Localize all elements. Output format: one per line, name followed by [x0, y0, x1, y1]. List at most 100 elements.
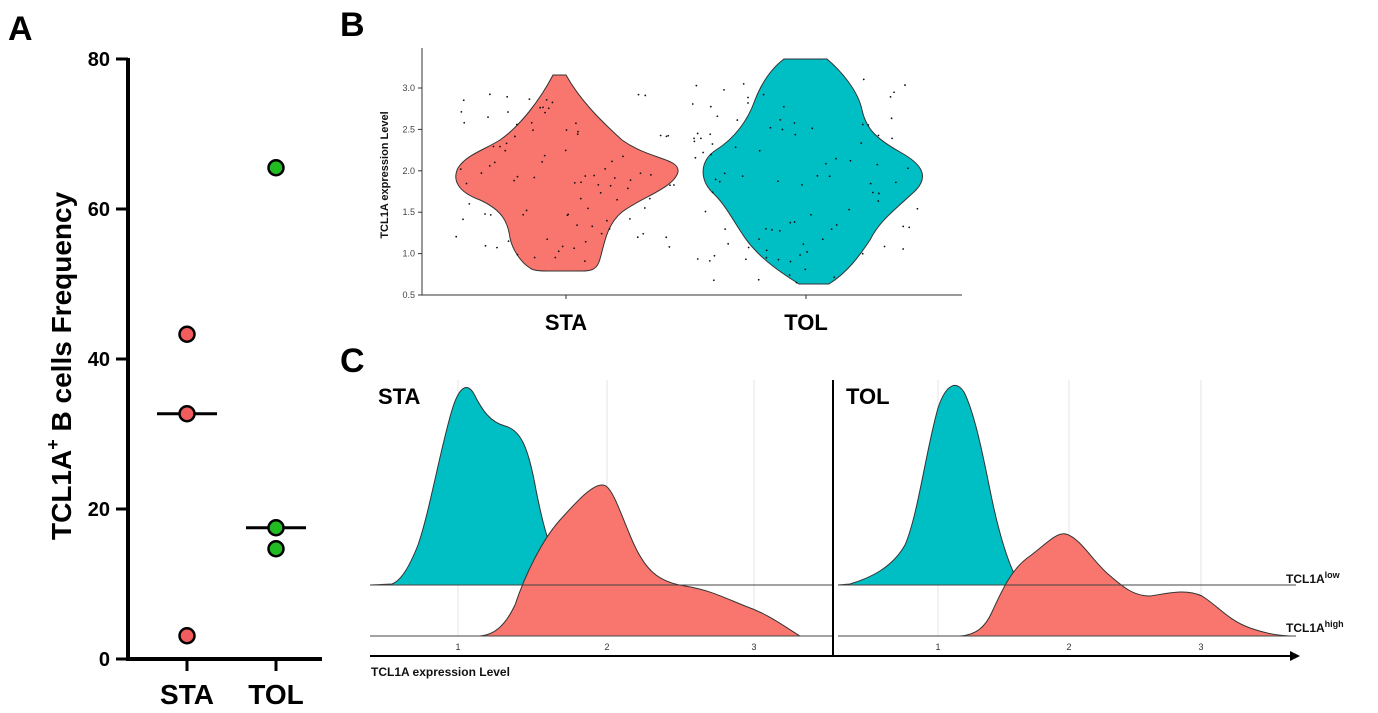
panel-b-jitter-point	[747, 102, 749, 104]
panel-b-jitter-point	[769, 126, 772, 129]
panel-b-jitter-point	[667, 134, 670, 137]
panel-b-jitter-point	[835, 224, 838, 226]
panel-c-tol-low-density	[837, 384, 1021, 586]
panel-b-jitter-point	[867, 124, 870, 126]
panel-b-jitter-point	[704, 210, 707, 213]
panel-a-data-point	[267, 519, 285, 537]
panel-b-jitter-point	[528, 98, 531, 101]
panel-b-jitter-point	[609, 184, 612, 187]
panel-c-facet-sta: STA	[378, 384, 420, 409]
panel-b-jitter-point	[862, 78, 865, 81]
panel-b-jitter-point	[580, 181, 582, 184]
panel-b-jitter-point	[833, 276, 836, 279]
panel-b-jitter-point	[830, 228, 833, 231]
panel-b-jitter-point	[650, 174, 652, 176]
panel-b-jitter-point	[779, 118, 782, 121]
panel-b-jitter-point	[576, 133, 579, 136]
panel-b-jitter-point	[816, 174, 819, 177]
panel-b-y-tick-label: 1.0	[402, 249, 415, 259]
panel-b-jitter-point	[459, 168, 462, 170]
panel-b-jitter-point	[507, 240, 510, 243]
panel-b-jitter-point	[904, 84, 906, 86]
panel-b-jitter-point	[468, 202, 471, 205]
panel-b-jitter-point	[465, 182, 468, 185]
panel-b-jitter-point	[604, 167, 607, 170]
panel-b-jitter-point	[789, 260, 792, 263]
panel-c-row-label-low: TCL1Alow	[1286, 570, 1341, 586]
panel-b-jitter-point	[516, 253, 519, 256]
panel-a-letter: A	[8, 10, 33, 48]
panel-b-jitter-point	[700, 137, 702, 140]
panel-b-jitter-point	[777, 258, 780, 261]
panel-b-jitter-point	[626, 187, 629, 190]
panel-b-jitter-point	[484, 244, 487, 247]
panel-b-jitter-point	[599, 191, 602, 194]
panel-b-jitter-point	[799, 254, 801, 256]
panel-b-violin-tol	[702, 58, 923, 285]
panel-b-jitter-point	[716, 115, 719, 118]
panel-b-jitter-point	[747, 246, 750, 249]
panel-b-jitter-point	[758, 238, 760, 241]
panel-a-data-point	[178, 325, 196, 343]
panel-b-jitter-point	[777, 180, 779, 183]
panel-b-letter: B	[340, 6, 365, 44]
panel-b-jitter-point	[539, 106, 542, 109]
panel-b-jitter-point	[810, 213, 812, 216]
panel-b-jitter-point	[573, 181, 576, 184]
panel-b-jitter-point	[793, 221, 796, 223]
panel-b-jitter-point	[629, 217, 631, 220]
panel-b-jitter-point	[532, 129, 534, 132]
panel-b-jitter-point	[496, 246, 498, 249]
panel-b-jitter-point	[802, 243, 805, 246]
panel-c-tick-sta-1: 1	[455, 642, 460, 652]
panel-b-jitter-point	[644, 94, 647, 97]
panel-b-jitter-point	[889, 96, 892, 98]
panel-b-jitter-point	[693, 137, 695, 140]
panel-a-data-point	[267, 540, 285, 558]
panel-c-tick-tol-1: 1	[935, 642, 940, 652]
panel-b-jitter-point	[877, 192, 880, 195]
panel-b-jitter-point	[902, 225, 905, 228]
panel-b-y-ticks: 0.5 1.0 1.5 2.0 2.5 3.0	[402, 83, 422, 300]
panel-c-sta-high-density	[370, 484, 802, 637]
panel-b-jitter-point	[736, 119, 739, 121]
panel-b-jitter-point	[554, 256, 557, 259]
panel-b-jitter-point	[718, 180, 721, 183]
panel-b-jitter-point	[695, 84, 698, 87]
panel-b-y-tick-label: 3.0	[402, 83, 415, 93]
panel-b-jitter-point	[883, 245, 886, 248]
panel-b-jitter-point	[708, 260, 711, 262]
panel-b-jitter-point	[600, 232, 603, 235]
panel-b-jitter-point	[611, 160, 613, 163]
panel-b-jitter-point	[713, 254, 716, 257]
panel-b-jitter-point	[758, 149, 761, 152]
panel-b-jitter-point	[693, 140, 696, 143]
panel-b-jitter-point	[522, 213, 525, 216]
panel-b-jitter-point	[782, 105, 785, 108]
panel-b-jitter-point	[487, 116, 489, 119]
panel-b-jitter-point	[533, 176, 536, 179]
panel-b-jitter-point	[835, 157, 837, 160]
panel-b-jitter-point	[877, 134, 880, 137]
panel-b-jitter-points	[455, 78, 919, 284]
panel-b-jitter-point	[584, 175, 587, 177]
panel-b-jitter-point	[694, 156, 697, 159]
panel-b-jitter-point	[771, 228, 773, 231]
panel-b-jitter-point	[608, 228, 611, 230]
panel-b-jitter-point	[613, 177, 616, 179]
panel-b-jitter-point	[665, 236, 668, 239]
panel-b-jitter-point	[659, 134, 662, 137]
panel-a-y-tick-label: 20	[88, 499, 110, 521]
panel-b-jitter-point	[801, 183, 803, 186]
panel-b-jitter-point	[861, 123, 864, 126]
panel-b-jitter-point	[460, 111, 463, 113]
panel-a-medians	[157, 412, 306, 530]
panel-a-y-tick-label: 40	[88, 349, 110, 371]
panel-b-jitter-point	[605, 219, 608, 222]
panel-b-jitter-point	[811, 127, 814, 130]
panel-b-jitter-point	[696, 258, 699, 260]
panel-b-jitter-point	[639, 172, 642, 175]
panel-b-jitter-point	[764, 227, 767, 230]
panel-b-jitter-point	[636, 236, 639, 239]
